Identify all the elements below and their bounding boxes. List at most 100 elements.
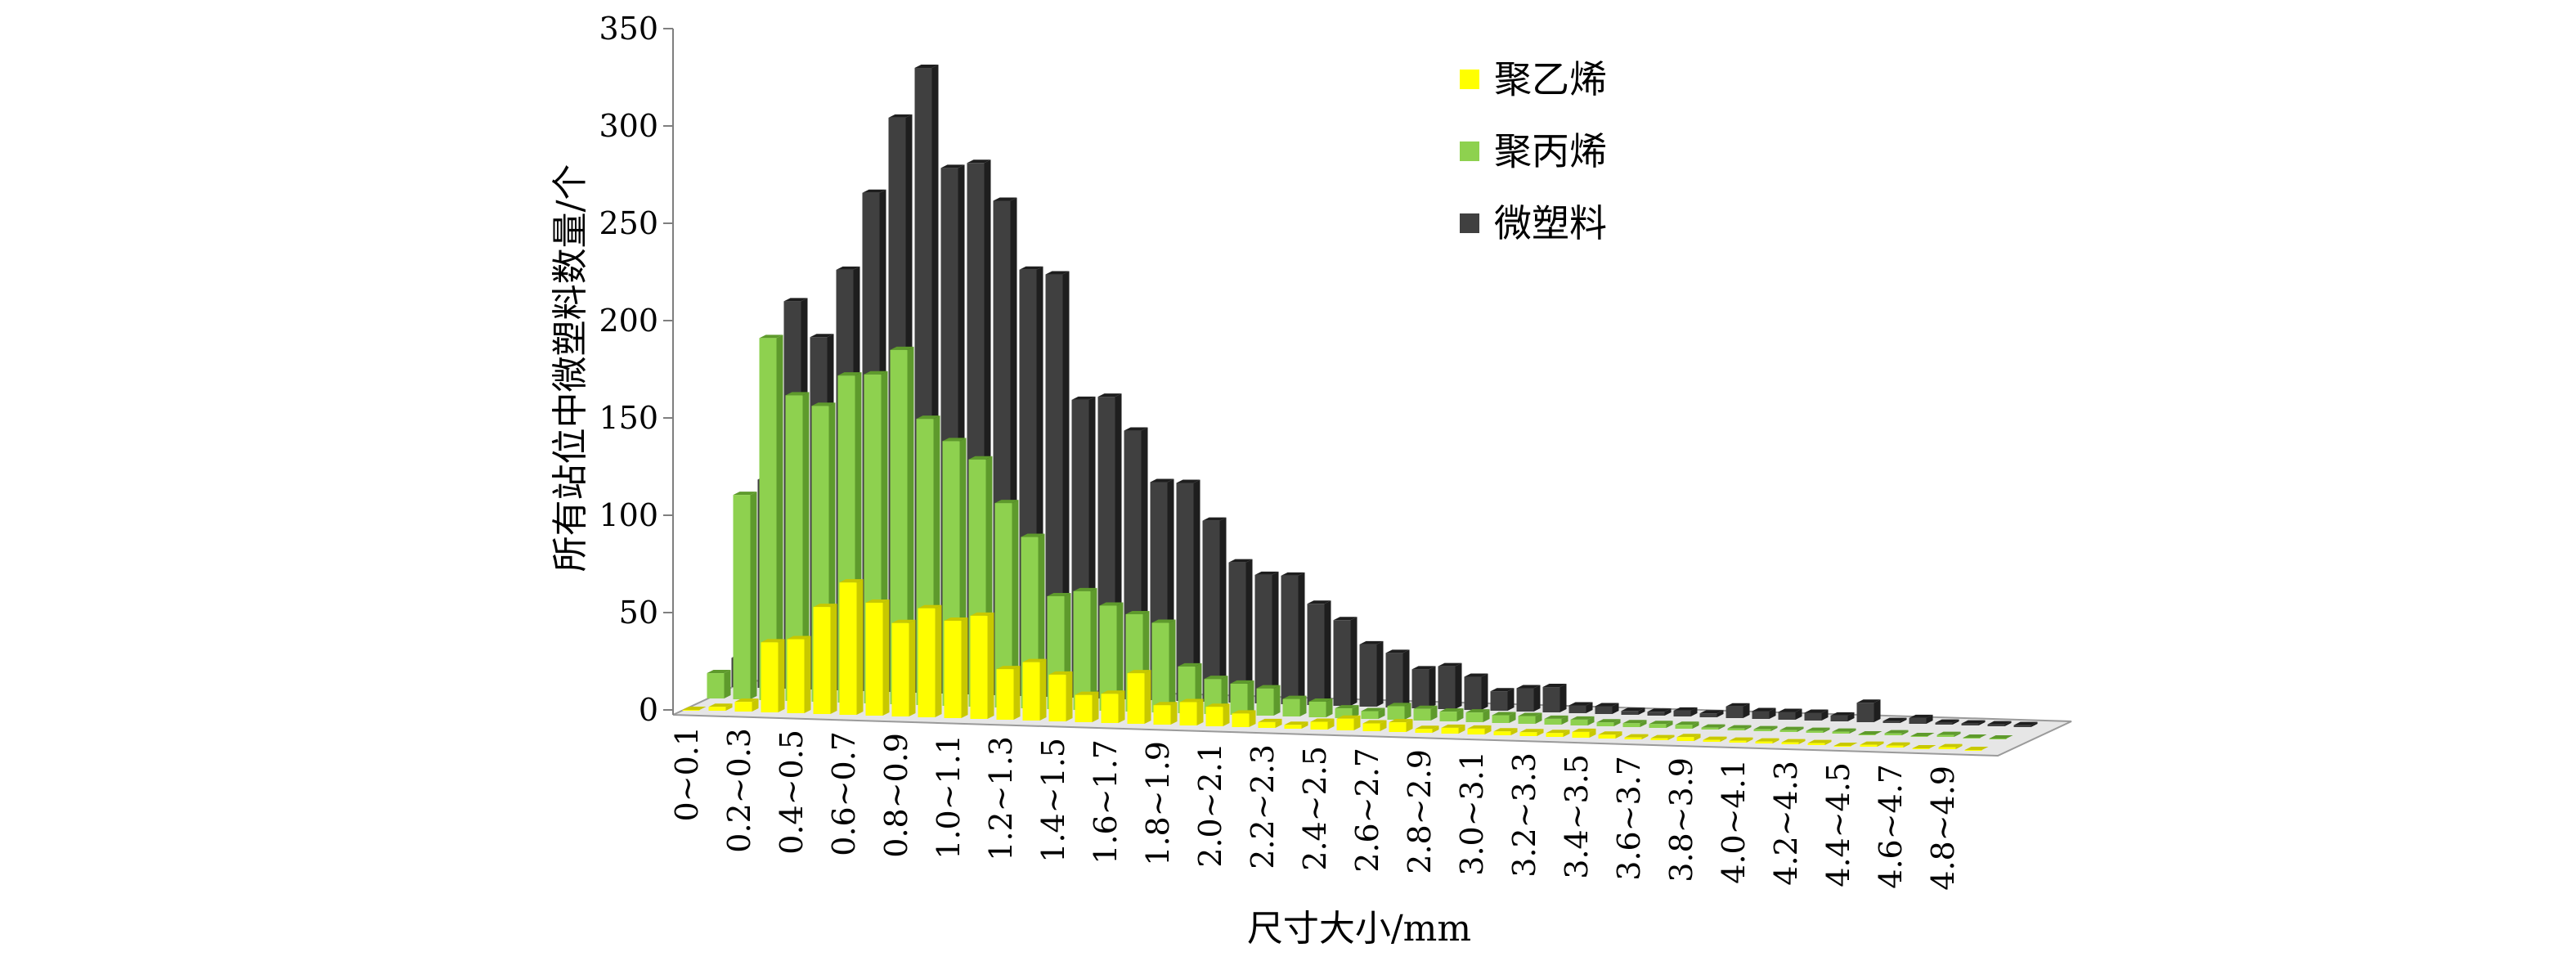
bar-top: [708, 703, 733, 707]
bar-side: [1955, 743, 1963, 749]
bar: [1570, 719, 1588, 725]
bar-side: [1718, 724, 1726, 730]
bar: [2013, 725, 2031, 727]
bar-side: [1509, 712, 1516, 723]
legend-item-1: 聚乙烯: [1460, 57, 1607, 101]
bar-top: [1045, 271, 1070, 275]
bar: [1673, 710, 1691, 716]
bar-side: [1615, 731, 1622, 739]
bar-side: [1245, 559, 1253, 703]
chart-bars: [682, 65, 2038, 751]
bar-top: [942, 438, 967, 442]
bar: [1938, 747, 1956, 749]
bar-side: [804, 635, 811, 713]
legend-swatch: [1460, 213, 1479, 233]
bar-side: [1196, 698, 1204, 725]
x-axis-title: 尺寸大小/mm: [1247, 908, 1471, 950]
bar-top: [1389, 719, 1413, 723]
bar-side: [1744, 725, 1752, 730]
x-tick-label: 0.6~0.7: [826, 731, 862, 856]
bar: [1884, 733, 1902, 735]
bar: [1254, 574, 1272, 703]
bar-side: [1406, 719, 1413, 732]
x-tick-label: 4.0~4.1: [1716, 759, 1752, 884]
bar-top: [1595, 703, 1619, 707]
x-tick-label: 1.0~1.1: [931, 734, 967, 860]
bar: [996, 669, 1014, 720]
bar-top: [1542, 684, 1567, 688]
bar-top: [1778, 708, 1802, 712]
bar-side: [1481, 673, 1488, 710]
bar-top: [1127, 670, 1151, 674]
bar-top: [1647, 708, 1672, 712]
bar-side: [1770, 725, 1778, 731]
x-tick-label: 4.4~4.5: [1820, 762, 1856, 887]
bar-top: [1860, 741, 1884, 745]
bar-side: [802, 392, 810, 701]
bar: [1676, 737, 1694, 741]
bar-top: [1413, 705, 1438, 709]
bar-top: [1230, 680, 1254, 684]
bar: [1465, 712, 1483, 722]
bar: [1883, 721, 1901, 723]
bar: [1205, 707, 1223, 726]
bar: [1858, 734, 1876, 735]
bar: [761, 642, 779, 712]
y-tick-label: 150: [599, 400, 658, 436]
bar-side: [1717, 710, 1724, 717]
bar: [1467, 728, 1485, 734]
bar: [1101, 694, 1119, 723]
bar: [1362, 723, 1380, 731]
bar-top: [1598, 731, 1622, 735]
bar: [1753, 729, 1771, 731]
bar-side: [1350, 617, 1358, 706]
bar-top: [785, 392, 810, 396]
bar: [1699, 713, 1717, 717]
bar-top: [1385, 649, 1410, 653]
bar-top: [890, 346, 914, 350]
legend-label: 聚丙烯: [1494, 129, 1607, 173]
x-tick-label: 1.6~1.7: [1088, 739, 1124, 864]
bar: [1075, 694, 1093, 722]
bar-side: [1797, 726, 1804, 732]
bar-side: [1849, 728, 1856, 734]
bar-top: [1649, 721, 1673, 725]
bar-side: [1249, 710, 1256, 727]
bar-side: [1535, 712, 1542, 724]
bar: [1389, 722, 1407, 732]
bar-top: [1361, 707, 1385, 712]
bar: [1542, 687, 1560, 712]
bar-top: [1282, 695, 1307, 699]
x-tick-label: 3.8~3.9: [1663, 757, 1699, 882]
bar: [1935, 722, 1953, 725]
bar-side: [1404, 703, 1411, 720]
bar-top: [1022, 658, 1047, 662]
bar-top: [1465, 709, 1490, 713]
bar: [1045, 274, 1063, 697]
legend-item-2: 聚丙烯: [1460, 129, 1607, 173]
bar: [1649, 724, 1667, 728]
bar: [1281, 575, 1299, 704]
bar-top: [734, 698, 759, 703]
x-tick-label: 2.0~2.1: [1192, 743, 1228, 868]
bar-top: [1308, 698, 1333, 702]
bar-top: [1441, 724, 1465, 728]
bar: [1387, 706, 1405, 720]
y-tick-label: 0: [639, 692, 658, 728]
bar-top: [1047, 592, 1071, 596]
bar-top: [1884, 730, 1909, 734]
bar: [944, 621, 962, 718]
bar-side: [1275, 718, 1282, 728]
x-tick-label: 0.2~0.3: [721, 728, 757, 853]
bar-side: [1926, 714, 1933, 724]
bar-top: [1833, 743, 1858, 746]
bar: [1596, 722, 1614, 726]
bar-top: [1516, 685, 1541, 689]
bar: [813, 607, 831, 714]
bar-top: [994, 500, 1019, 504]
bar: [1755, 741, 1773, 743]
bar-side: [1247, 680, 1254, 715]
bar: [1359, 644, 1377, 707]
bar: [1464, 676, 1482, 710]
bar-top: [1726, 703, 1750, 707]
